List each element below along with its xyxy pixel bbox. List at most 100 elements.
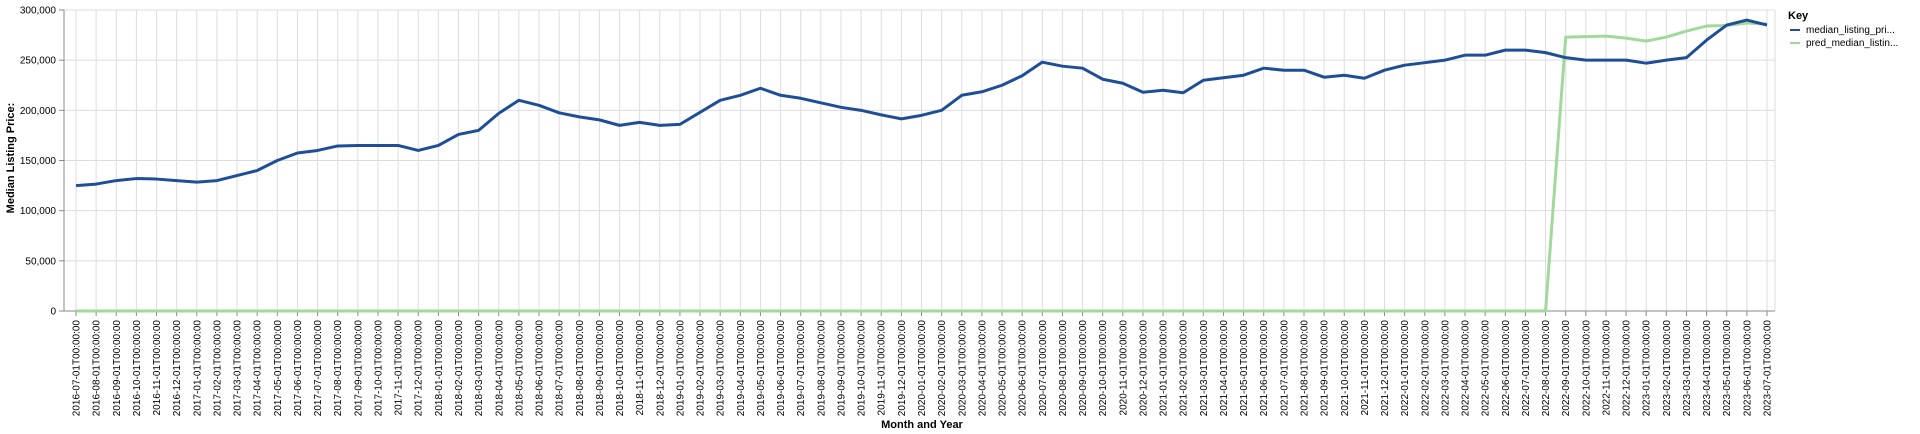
x-tick-label: 2017-05-01T00:00:00 [273,320,284,417]
x-tick-label: 2022-08-01T00:00:00 [1541,320,1552,417]
x-tick-label: 2019-05-01T00:00:00 [756,320,767,417]
x-tick-label: 2020-01-01T00:00:00 [917,320,928,417]
x-tick-label: 2022-10-01T00:00:00 [1581,320,1592,417]
x-tick-label: 2022-02-01T00:00:00 [1420,320,1431,417]
y-tick-label: 250,000 [20,56,57,67]
x-tick-label: 2020-06-01T00:00:00 [1018,320,1029,417]
x-tick-label: 2018-09-01T00:00:00 [595,320,606,417]
x-axis-title: Month and Year [881,419,963,431]
x-tick-label: 2019-09-01T00:00:00 [836,320,847,417]
x-tick-label: 2018-02-01T00:00:00 [454,320,465,417]
legend-label: median_listing_pri... [1806,25,1895,36]
x-tick-label: 2019-12-01T00:00:00 [897,320,908,417]
x-tick-label: 2018-03-01T00:00:00 [474,320,485,417]
legend-title: Key [1788,10,1809,22]
legend: Key median_listing_pri... pred_median_lis… [1788,10,1898,49]
legend-items: median_listing_pri... pred_median_listin.… [1790,25,1898,49]
x-tick-label: 2023-04-01T00:00:00 [1702,320,1713,417]
x-tick-label: 2019-07-01T00:00:00 [796,320,807,417]
gridlines [64,9,1776,312]
x-tick-label: 2022-04-01T00:00:00 [1461,320,1472,417]
x-tick-label: 2018-01-01T00:00:00 [434,320,445,417]
x-tick-label: 2017-12-01T00:00:00 [414,320,425,417]
x-tick-label: 2017-04-01T00:00:00 [253,320,264,417]
x-tick-label: 2021-09-01T00:00:00 [1320,320,1331,417]
x-tick-label: 2020-08-01T00:00:00 [1058,320,1069,417]
x-tick-label: 2018-12-01T00:00:00 [655,320,666,417]
x-tick-label: 2016-12-01T00:00:00 [172,320,183,417]
x-tick-label: 2020-05-01T00:00:00 [998,320,1009,417]
x-tick-label: 2016-10-01T00:00:00 [132,320,143,417]
x-tick-label: 2016-09-01T00:00:00 [112,320,123,417]
x-tick-label: 2016-11-01T00:00:00 [152,320,163,416]
x-tick-label: 2022-03-01T00:00:00 [1440,320,1451,417]
x-tick-label: 2019-06-01T00:00:00 [776,320,787,417]
x-tick-label: 2017-02-01T00:00:00 [212,320,223,417]
x-tick-label: 2021-08-01T00:00:00 [1299,320,1310,417]
x-tick-label: 2020-03-01T00:00:00 [957,320,968,417]
axes: 0 50,000 100,000 150,000 200,000 250,000 300,0… [20,6,1775,417]
legend-label: pred_median_listin... [1806,38,1898,49]
x-tick-label: 2020-04-01T00:00:00 [977,320,988,417]
x-tick-label: 2017-08-01T00:00:00 [333,320,344,417]
x-tick-label: 2021-11-01T00:00:00 [1360,320,1371,416]
x-tick-label: 2017-06-01T00:00:00 [293,320,304,417]
x-tick-label: 2022-01-01T00:00:00 [1400,320,1411,417]
x-tick-label: 2020-09-01T00:00:00 [1078,320,1089,417]
series-lines [75,18,1768,313]
x-tick-label: 2019-04-01T00:00:00 [736,320,747,417]
x-tick-label: 2022-05-01T00:00:00 [1481,320,1492,417]
x-tick-label: 2021-12-01T00:00:00 [1380,320,1391,417]
x-tick-label: 2022-06-01T00:00:00 [1501,320,1512,417]
x-tick-label: 2021-10-01T00:00:00 [1340,320,1351,417]
x-tick-label: 2020-11-01T00:00:00 [1118,320,1129,416]
x-tick-label: 2019-01-01T00:00:00 [675,320,686,417]
x-tick-label: 2016-07-01T00:00:00 [72,320,83,417]
x-tick-label: 2017-01-01T00:00:00 [192,320,203,417]
series-line [75,18,1768,188]
x-tick-label: 2018-08-01T00:00:00 [575,320,586,417]
x-tick-label: 2023-05-01T00:00:00 [1722,320,1733,417]
x-tick-label: 2023-01-01T00:00:00 [1642,320,1653,417]
x-tick-label: 2018-06-01T00:00:00 [535,320,546,417]
x-tick-label: 2021-01-01T00:00:00 [1159,320,1170,417]
x-tick-label: 2021-06-01T00:00:00 [1259,320,1270,417]
x-tick-label: 2022-12-01T00:00:00 [1622,320,1633,417]
x-tick-label: 2023-07-01T00:00:00 [1763,320,1774,417]
x-tick-label: 2021-02-01T00:00:00 [1179,320,1190,417]
x-tick-label: 2022-11-01T00:00:00 [1601,320,1612,416]
y-tick-label: 200,000 [20,106,57,117]
y-tick-label: 150,000 [20,156,57,167]
x-tick-label: 2019-11-01T00:00:00 [877,320,888,416]
x-tick-label: 2018-05-01T00:00:00 [514,320,525,417]
y-tick-label: 0 [50,307,56,318]
x-tick-label: 2016-08-01T00:00:00 [92,320,103,417]
x-tick-label: 2017-09-01T00:00:00 [353,320,364,417]
x-tick-label: 2023-06-01T00:00:00 [1742,320,1753,417]
x-tick-label: 2018-11-01T00:00:00 [635,320,646,416]
x-tick-label: 2018-04-01T00:00:00 [494,320,505,417]
y-tick-label: 300,000 [20,6,57,17]
x-tick-label: 2017-03-01T00:00:00 [233,320,244,417]
x-tick-label: 2021-03-01T00:00:00 [1199,320,1210,417]
x-tick-label: 2017-11-01T00:00:00 [394,320,405,416]
x-tick-label: 2019-03-01T00:00:00 [716,320,727,417]
x-tick-label: 2018-10-01T00:00:00 [615,320,626,417]
y-tick-label: 50,000 [25,256,56,267]
x-tick-label: 2022-09-01T00:00:00 [1561,320,1572,417]
x-tick-label: 2017-10-01T00:00:00 [373,320,384,417]
x-tick-label: 2022-07-01T00:00:00 [1521,320,1532,417]
x-tick-label: 2023-02-01T00:00:00 [1662,320,1673,417]
x-tick-label: 2018-07-01T00:00:00 [555,320,566,417]
x-tick-label: 2021-05-01T00:00:00 [1239,320,1250,417]
x-tick-label: 2021-07-01T00:00:00 [1279,320,1290,417]
x-tick-label: 2019-10-01T00:00:00 [857,320,868,417]
x-tick-label: 2021-04-01T00:00:00 [1219,320,1230,417]
x-tick-label: 2020-10-01T00:00:00 [1098,320,1109,417]
x-tick-label: 2019-02-01T00:00:00 [696,320,707,417]
x-tick-label: 2020-12-01T00:00:00 [1138,320,1149,417]
x-tick-label: 2023-03-01T00:00:00 [1682,320,1693,417]
series-line [76,21,1768,313]
